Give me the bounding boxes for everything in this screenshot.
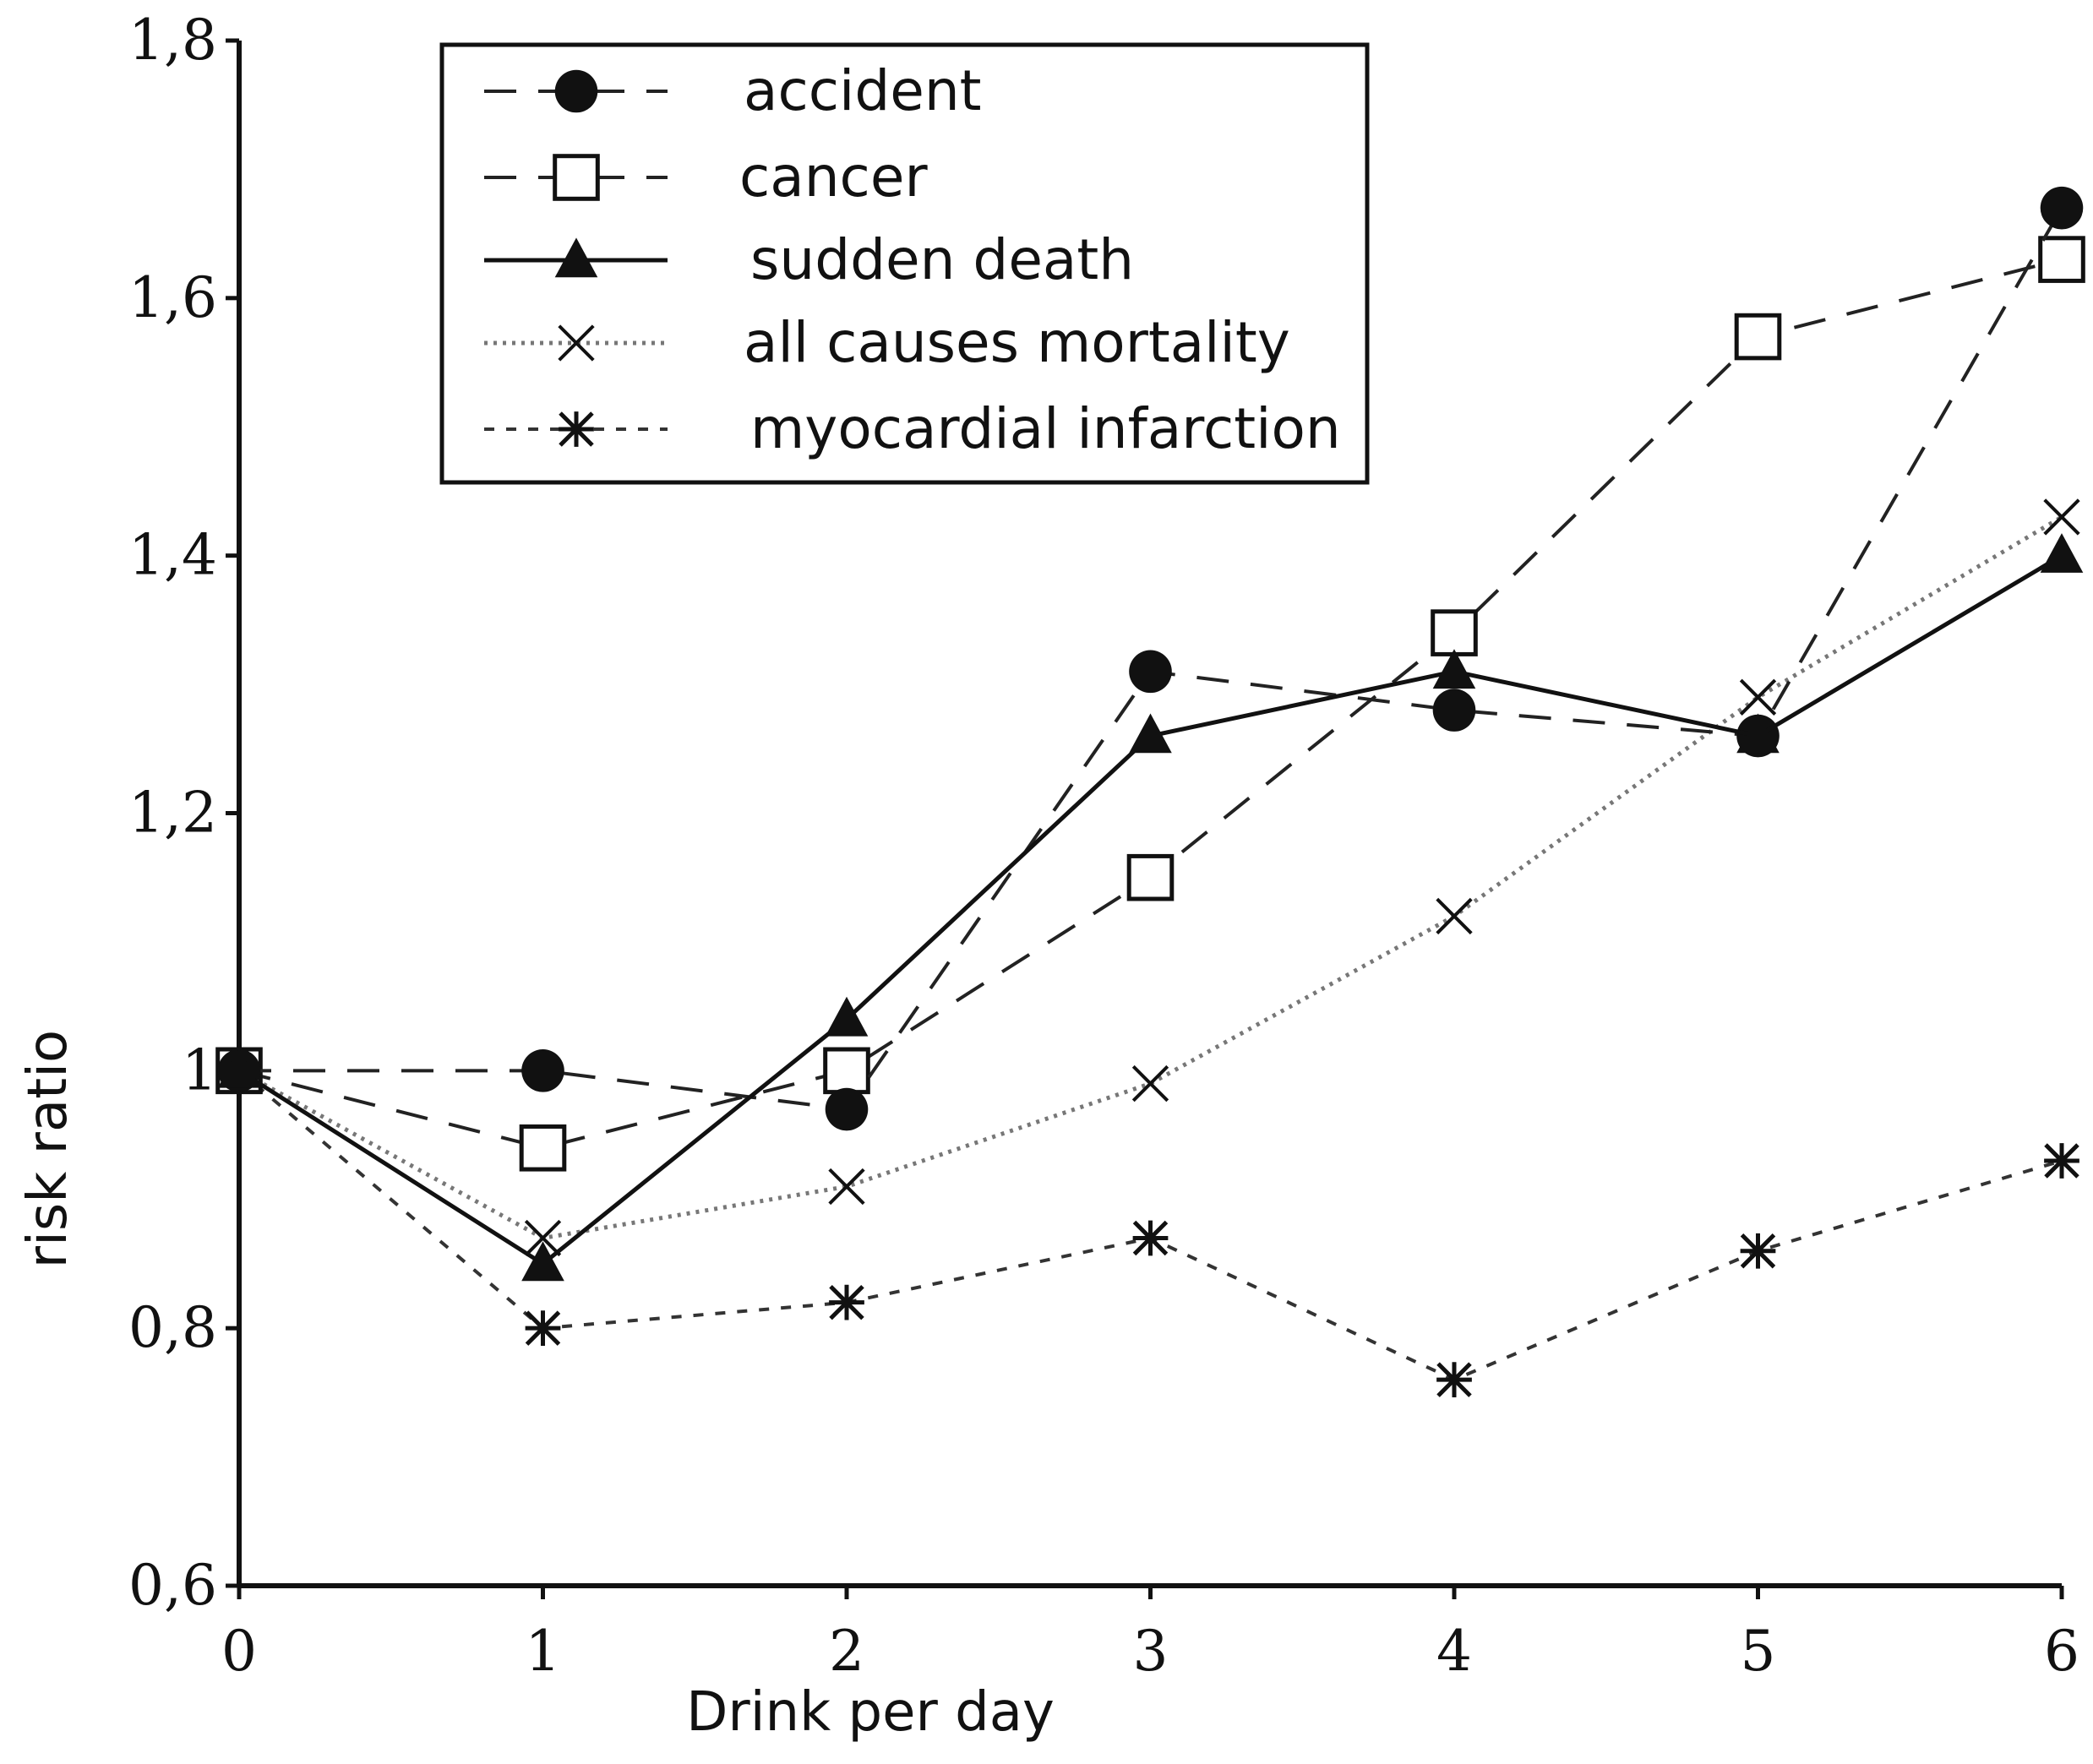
legend-label: cancer	[739, 144, 928, 210]
x-tick-label: 3	[1133, 1619, 1169, 1684]
data-point	[519, 1124, 567, 1172]
x-tick-label: 4	[1436, 1619, 1472, 1684]
y-tick-label: 0,6	[128, 1553, 217, 1618]
data-point	[2043, 498, 2080, 536]
data-point	[1432, 649, 1476, 689]
legend-item: accident	[484, 58, 982, 123]
x-axis-label: Drink per day	[686, 1681, 1055, 1744]
data-point	[2038, 236, 2085, 283]
legend-label: myocardial infarction	[750, 396, 1341, 461]
data-point	[1436, 897, 1473, 935]
y-axis-label: risk ratio	[17, 1030, 79, 1268]
legend-marker	[553, 154, 600, 201]
data-point	[1129, 713, 1172, 754]
data-point	[1431, 609, 1478, 656]
legend-item: all causes mortality	[484, 310, 1290, 375]
x-tick-label: 5	[1741, 1619, 1776, 1684]
series-myocardial-infarction	[221, 1053, 2079, 1398]
data-point	[525, 1310, 561, 1347]
x-ticks: 0 1 2 3 4 5 6	[221, 1586, 2079, 1684]
data-point	[825, 1087, 869, 1131]
data-point	[524, 1219, 562, 1257]
y-tick-label: 1,6	[128, 265, 217, 330]
y-tick-label: 1,2	[128, 781, 217, 846]
legend-box	[439, 42, 1370, 485]
data-point	[1131, 1064, 1169, 1102]
data-point	[2040, 186, 2084, 230]
data-point	[825, 996, 869, 1037]
data-point	[1436, 1362, 1472, 1398]
legend-label: all causes mortality	[744, 310, 1290, 375]
x-tick-label: 1	[526, 1619, 561, 1684]
legend-item: sudden death	[484, 227, 1134, 292]
x-tick-label: 6	[2044, 1619, 2079, 1684]
y-tick-label: 1,8	[128, 8, 217, 73]
data-point	[521, 1241, 564, 1282]
data-point	[829, 1284, 864, 1320]
data-point	[1126, 853, 1175, 901]
legend-items: accident cancer sudden death all causes mor…	[484, 58, 1341, 461]
data-point	[521, 1049, 564, 1092]
legend-marker	[559, 411, 594, 447]
data-point	[1132, 1220, 1169, 1256]
legend-marker	[554, 237, 598, 278]
data-point	[823, 1047, 870, 1095]
legend-marker	[554, 69, 598, 113]
legend-label: accident	[744, 58, 982, 123]
y-tick-label: 1	[182, 1037, 217, 1102]
data-point	[1739, 678, 1777, 716]
legend: accident cancer sudden death all causes mor…	[439, 42, 1370, 485]
legend-label: sudden death	[750, 227, 1134, 292]
legend-item: myocardial infarction	[484, 396, 1341, 461]
legend-marker	[558, 324, 595, 362]
y-tick-label: 1,4	[128, 523, 217, 588]
x-tick-label: 2	[829, 1619, 864, 1684]
data-point	[1740, 1233, 1776, 1269]
x-tick-label: 0	[221, 1619, 257, 1684]
data-point	[2040, 533, 2084, 573]
data-point	[2044, 1143, 2079, 1179]
data-point	[1734, 313, 1782, 361]
data-point	[217, 1048, 261, 1088]
data-point	[1432, 689, 1476, 732]
y-tick-label: 0,8	[128, 1295, 217, 1360]
y-ticks: 0,6 0,8 1 1,2 1,4 1,6 1,8	[128, 8, 239, 1618]
data-point	[1129, 650, 1172, 694]
data-point	[1736, 713, 1780, 754]
data-point	[828, 1168, 865, 1206]
legend-item: cancer	[484, 144, 928, 210]
series-layer	[215, 186, 2085, 1398]
series-sudden-death	[217, 533, 2084, 1282]
